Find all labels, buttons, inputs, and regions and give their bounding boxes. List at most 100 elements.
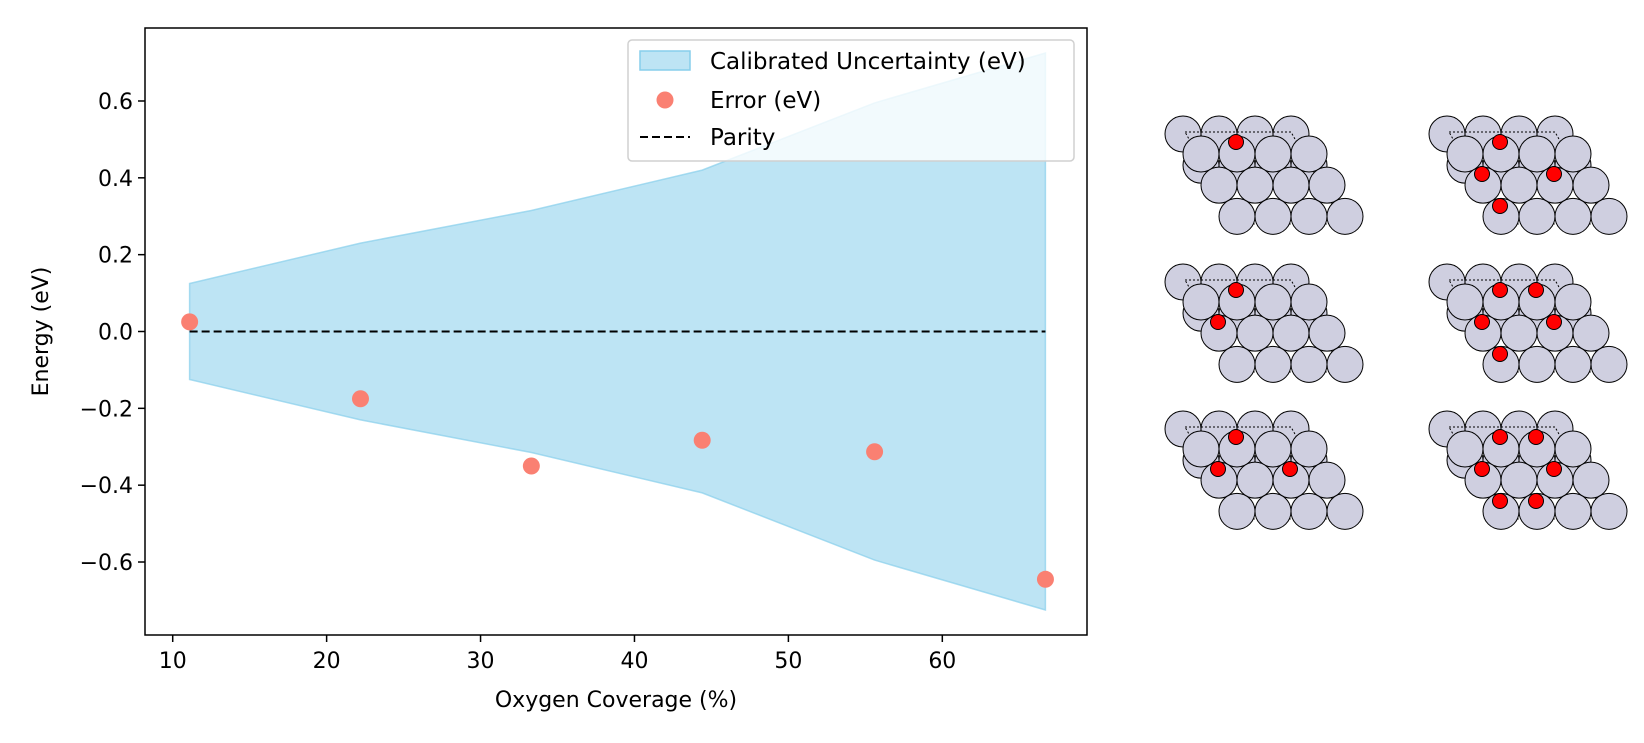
- oxygen-atom: [1528, 282, 1544, 298]
- metal-atom: [1500, 314, 1538, 352]
- metal-atom: [1554, 430, 1592, 468]
- metal-atom: [1590, 345, 1628, 383]
- metal-atom: [1182, 135, 1220, 173]
- metal-atom: [1572, 314, 1610, 352]
- oxygen-atom: [1492, 134, 1508, 150]
- structure-6-oxygen: [1428, 410, 1628, 530]
- oxygen-atom: [1492, 493, 1508, 509]
- metal-atom: [1446, 135, 1484, 173]
- oxygen-atom: [1474, 461, 1490, 477]
- metal-atom: [1518, 135, 1556, 173]
- oxygen-atom: [1474, 166, 1490, 182]
- metal-atom: [1572, 166, 1610, 204]
- oxygen-atom: [1210, 461, 1226, 477]
- oxygen-atom: [1228, 282, 1244, 298]
- metal-atom: [1308, 166, 1346, 204]
- metal-atom: [1500, 461, 1538, 499]
- x-tick-label: 50: [774, 649, 802, 674]
- y-axis-label: Energy (eV): [29, 267, 54, 397]
- metal-atom: [1254, 492, 1292, 530]
- error-point: [866, 443, 884, 461]
- structure-5-oxygen: [1428, 263, 1628, 383]
- oxygen-atom: [1210, 314, 1226, 330]
- oxygen-atom: [1528, 429, 1544, 445]
- metal-atom: [1326, 197, 1364, 235]
- oxygen-atom: [1492, 282, 1508, 298]
- y-axis-ticks: −0.6 −0.4 −0.2 0.0 0.2 0.4 0.6: [80, 90, 145, 576]
- metal-atom: [1290, 492, 1328, 530]
- metal-atom: [1254, 283, 1292, 321]
- oxygen-atom: [1492, 429, 1508, 445]
- legend-box: [627, 39, 1075, 162]
- metal-atom: [1182, 283, 1220, 321]
- metal-atom: [1590, 197, 1628, 235]
- y-tick-label: 0.0: [98, 321, 133, 346]
- metal-atom: [1272, 166, 1310, 204]
- plot-area: [181, 51, 1054, 612]
- oxygen-atom: [1228, 429, 1244, 445]
- metal-atom: [1554, 283, 1592, 321]
- error-point: [693, 431, 711, 449]
- metal-atom: [1590, 492, 1628, 530]
- metal-atom: [1236, 461, 1274, 499]
- metal-atom: [1572, 461, 1610, 499]
- metal-atom: [1290, 135, 1328, 173]
- legend-label: Error (eV): [710, 88, 821, 114]
- metal-atom: [1254, 430, 1292, 468]
- metal-atom: [1254, 135, 1292, 173]
- metal-atom: [1518, 345, 1556, 383]
- error-point: [1036, 570, 1054, 588]
- metal-atom: [1254, 197, 1292, 235]
- legend: Calibrated Uncertainty (eV) Error (eV) Par…: [627, 39, 1075, 162]
- oxygen-atom: [1528, 493, 1544, 509]
- y-tick-label: −0.4: [80, 474, 133, 499]
- metal-atom: [1236, 166, 1274, 204]
- metal-atom: [1290, 430, 1328, 468]
- y-tick-label: 0.2: [98, 244, 133, 269]
- y-tick-label: −0.2: [80, 397, 133, 422]
- metal-atom: [1326, 492, 1364, 530]
- y-tick-label: −0.6: [80, 551, 133, 576]
- metal-atom: [1554, 345, 1592, 383]
- legend-band-swatch: [639, 50, 691, 71]
- error-point: [181, 313, 199, 331]
- metal-atom: [1254, 345, 1292, 383]
- structure-4-oxygen: [1428, 115, 1628, 235]
- oxygen-atom: [1546, 314, 1562, 330]
- metal-atom: [1326, 345, 1364, 383]
- axes: 10 20 30 40 50 60 −0.6 −0.4 −0.2 0.0 0.2 0.4 0.6 Ox…: [29, 27, 1088, 713]
- metal-atom: [1236, 314, 1274, 352]
- metal-atom: [1218, 492, 1256, 530]
- metal-atom: [1290, 283, 1328, 321]
- metal-atom: [1290, 345, 1328, 383]
- oxygen-atom: [1474, 314, 1490, 330]
- legend-error-marker: [656, 91, 674, 109]
- metal-atom: [1290, 197, 1328, 235]
- metal-atom: [1218, 345, 1256, 383]
- metal-atom: [1200, 166, 1238, 204]
- structure-panels: [1164, 115, 1628, 530]
- oxygen-atom: [1546, 166, 1562, 182]
- x-axis-ticks: 10 20 30 40 50 60: [159, 635, 956, 674]
- metal-atom: [1500, 166, 1538, 204]
- metal-atom: [1446, 283, 1484, 321]
- y-tick-label: 0.4: [98, 167, 133, 192]
- metal-atom: [1182, 430, 1220, 468]
- oxygen-atom: [1228, 134, 1244, 150]
- metal-atom: [1308, 461, 1346, 499]
- metal-atom: [1554, 135, 1592, 173]
- metal-atom: [1554, 197, 1592, 235]
- x-tick-label: 60: [928, 649, 956, 674]
- x-tick-label: 40: [620, 649, 648, 674]
- oxygen-atom: [1546, 461, 1562, 477]
- metal-atom: [1554, 492, 1592, 530]
- legend-label: Calibrated Uncertainty (eV): [710, 49, 1026, 75]
- legend-label: Parity: [710, 125, 775, 151]
- metal-atom: [1446, 430, 1484, 468]
- oxygen-atom: [1492, 198, 1508, 214]
- x-tick-label: 20: [313, 649, 341, 674]
- x-tick-label: 30: [467, 649, 495, 674]
- metal-atom: [1272, 314, 1310, 352]
- oxygen-atom: [1492, 346, 1508, 362]
